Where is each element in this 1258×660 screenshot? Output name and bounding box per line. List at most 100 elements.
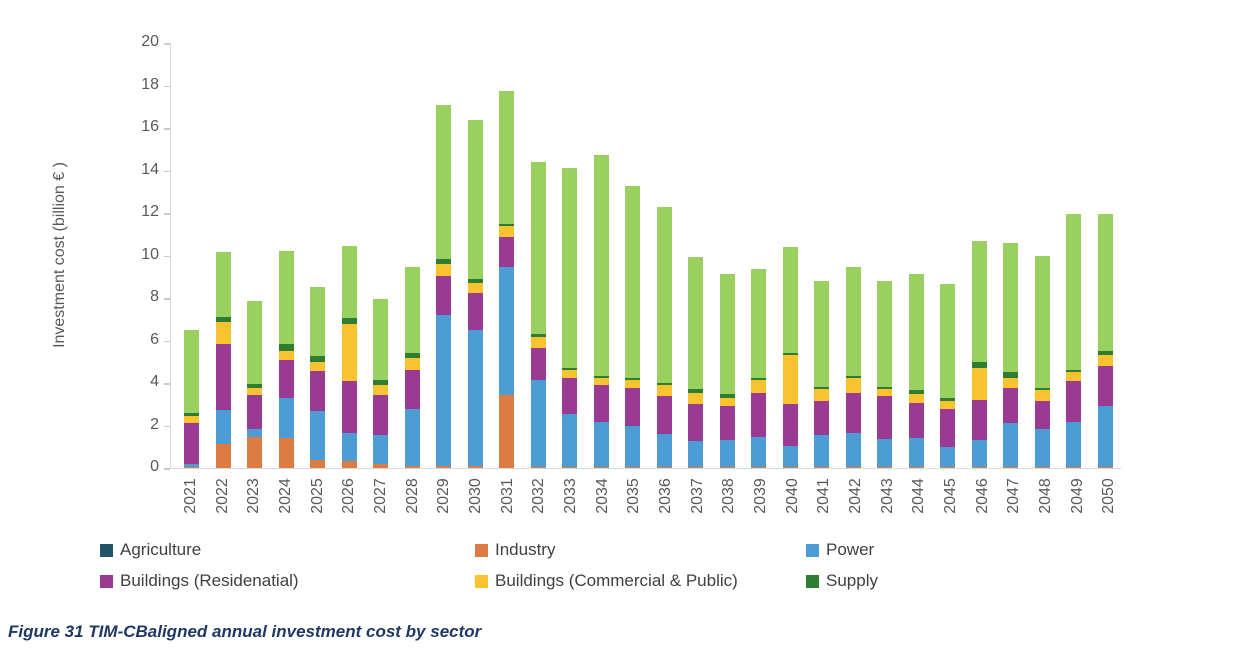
bar-column-2047 <box>995 43 1027 468</box>
bar-segment-2033-supply <box>562 368 578 371</box>
bar-segment-2032-buildings-commercial-public- <box>530 337 546 348</box>
legend-item-power: Power <box>806 540 878 560</box>
bar-2031 <box>499 90 515 468</box>
bar-segment-2031-buildings-residenatial- <box>499 237 515 268</box>
y-tick-mark <box>164 468 170 470</box>
bar-segment-2024-power <box>278 397 294 439</box>
bar-column-2050 <box>1090 43 1122 468</box>
x-tick-label-text: 2035 <box>625 478 643 514</box>
y-tick-label: 0 <box>150 458 159 475</box>
plot-area: 0 2 4 6 8 10 12 14 16 18 20 <box>141 33 1122 475</box>
bar-segment-2045-buildings-commercial-public- <box>940 401 956 409</box>
bar-segment-2047-industry <box>1003 466 1019 468</box>
x-tick-label-text: 2034 <box>593 478 611 514</box>
bar-2047 <box>1003 242 1019 468</box>
bar-segment-2032-unlabeled-light-green <box>530 162 546 335</box>
bar-segment-2040-buildings-commercial-public- <box>782 355 798 405</box>
bar-segment-2029-industry <box>436 465 452 468</box>
y-tick-mark <box>164 213 170 215</box>
bar-segment-2049-buildings-commercial-public- <box>1066 372 1082 381</box>
y-tick-mark <box>164 170 170 172</box>
bar-2032 <box>530 162 546 468</box>
bar-column-2025 <box>302 43 334 468</box>
bar-2028 <box>404 267 420 468</box>
bar-2034 <box>593 154 609 468</box>
legend-swatch-icon <box>100 574 113 588</box>
x-tick-label-text: 2041 <box>815 478 833 514</box>
bar-segment-2036-industry <box>656 466 672 468</box>
bar-column-2031 <box>491 43 523 468</box>
y-tick-label: 14 <box>141 160 159 178</box>
bar-segment-2025-power <box>310 410 326 460</box>
bar-segment-2021-buildings-residenatial- <box>184 423 200 464</box>
bar-segment-2030-industry <box>467 465 483 468</box>
bar-segment-2049-industry <box>1066 466 1082 468</box>
bar-segment-2039-supply <box>751 377 767 380</box>
legend-item-agriculture: Agriculture <box>100 540 475 560</box>
bar-segment-2037-power <box>688 441 704 467</box>
bar-segment-2045-power <box>940 446 956 467</box>
bar-segment-2045-industry <box>940 466 956 468</box>
bar-2042 <box>845 267 861 468</box>
bar-segment-2026-supply <box>341 318 357 324</box>
bar-segment-2021-unlabeled-light-green <box>184 329 200 413</box>
bar-2049 <box>1066 214 1082 468</box>
x-tick-label-2025: 2025 <box>302 470 334 522</box>
x-tick-label-text: 2026 <box>340 478 358 514</box>
bar-segment-2048-power <box>1034 428 1050 467</box>
bar-segment-2040-buildings-residenatial- <box>782 404 798 446</box>
bar-segment-2040-industry <box>782 466 798 468</box>
y-tick-label: 2 <box>150 415 159 433</box>
bar-segment-2023-power <box>247 428 263 438</box>
x-tick-label-text: 2048 <box>1036 478 1054 514</box>
bar-segment-2024-supply <box>278 343 294 352</box>
bar-segment-2040-supply <box>782 353 798 356</box>
x-tick-label-text: 2044 <box>910 478 928 514</box>
bar-segment-2031-unlabeled-light-green <box>499 90 515 224</box>
y-tick-label: 20 <box>141 33 159 50</box>
bar-2039 <box>751 269 767 468</box>
bar-segment-2043-industry <box>877 466 893 468</box>
bar-segment-2030-supply <box>467 278 483 284</box>
bar-segment-2023-buildings-residenatial- <box>247 394 263 429</box>
bar-segment-2027-power <box>373 435 389 464</box>
bar-segment-2044-power <box>908 438 924 467</box>
x-tick-label-text: 2039 <box>751 478 769 514</box>
bar-segment-2031-industry <box>499 394 515 468</box>
bar-column-2035 <box>617 43 649 468</box>
bar-segment-2034-supply <box>593 375 609 378</box>
legend-label: Power <box>826 540 875 559</box>
x-tick-label-2022: 2022 <box>207 470 239 522</box>
bar-segment-2035-supply <box>625 377 641 380</box>
bar-column-2044 <box>901 43 933 468</box>
bar-segment-2023-supply <box>247 384 263 389</box>
bar-segment-2041-power <box>814 435 830 467</box>
x-tick-label-text: 2038 <box>720 478 738 514</box>
bar-segment-2049-power <box>1066 422 1082 467</box>
bar-column-2024 <box>271 43 303 468</box>
x-tick-label-2033: 2033 <box>555 470 587 522</box>
bar-segment-2030-power <box>467 329 483 466</box>
legend-label: Buildings (Commercial & Public) <box>495 571 738 590</box>
bar-segment-2031-buildings-commercial-public- <box>499 225 515 238</box>
bar-segment-2050-buildings-residenatial- <box>1097 366 1113 407</box>
bar-segment-2049-buildings-residenatial- <box>1066 380 1082 423</box>
y-tick-label: 10 <box>141 245 159 263</box>
bar-segment-2033-buildings-residenatial- <box>562 377 578 414</box>
bar-segment-2026-buildings-residenatial- <box>341 380 357 433</box>
x-tick-label-text: 2027 <box>371 478 389 514</box>
bar-segment-2047-power <box>1003 423 1019 467</box>
x-tick-label-text: 2031 <box>498 478 516 514</box>
bar-segment-2033-power <box>562 413 578 467</box>
x-tick-label-text: 2050 <box>1100 478 1118 514</box>
x-tick-label-text: 2030 <box>466 478 484 514</box>
x-tick-label-2024: 2024 <box>270 470 302 522</box>
bar-2024 <box>278 251 294 468</box>
bar-column-2029 <box>428 43 460 468</box>
x-tick-label-text: 2024 <box>276 478 294 514</box>
y-tick-label: 18 <box>141 75 159 93</box>
x-tick-label-text: 2043 <box>878 478 896 514</box>
bar-column-2039 <box>743 43 775 468</box>
bar-segment-2037-industry <box>688 466 704 468</box>
